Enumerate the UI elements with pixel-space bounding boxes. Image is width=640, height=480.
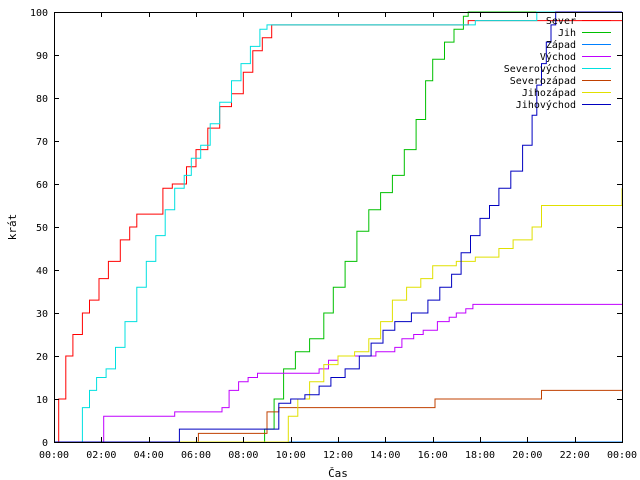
x-tick-label: 14:00 — [370, 450, 400, 461]
y-axis-title: krát — [6, 214, 19, 241]
y-tick-label: 20 — [36, 352, 48, 363]
legend-label: Severovýchod — [504, 63, 576, 75]
x-tick-label: 16:00 — [418, 450, 448, 461]
y-tick-label: 100 — [30, 8, 48, 19]
legend-label: Sever — [546, 16, 576, 27]
x-tick-label: 22:00 — [560, 450, 590, 461]
x-tick-label: 10:00 — [276, 450, 306, 461]
y-tick-label: 60 — [36, 180, 48, 191]
x-tick-label: 04:00 — [134, 450, 164, 461]
x-tick-label: 06:00 — [181, 450, 211, 461]
legend-label: Jih — [558, 28, 576, 39]
y-tick-label: 40 — [36, 266, 48, 277]
x-tick-label: 02:00 — [86, 450, 116, 461]
series-line-7 — [54, 11, 622, 443]
x-tick-label: 12:00 — [323, 450, 353, 461]
y-tick-label: 50 — [36, 223, 48, 234]
x-tick-label: 18:00 — [465, 450, 495, 461]
legend: SeverJihZápadVýchodSeverovýchodSeverozáp… — [504, 16, 611, 111]
x-tick-label: 20:00 — [512, 450, 542, 461]
x-axis-title: Čas — [328, 467, 348, 480]
legend-label: Východ — [540, 51, 576, 63]
series-line-6 — [54, 188, 623, 443]
legend-label: Jihovýchod — [516, 99, 576, 111]
series-line-0 — [54, 20, 622, 443]
y-tick-label: 30 — [36, 309, 48, 320]
axis-ticks: 00:00 02:00 04:00 06:00 08:00 10:00 12:00 14:00… — [30, 8, 637, 461]
x-tick-label: 08:00 — [228, 450, 258, 461]
y-tick-label: 0 — [42, 438, 48, 449]
legend-label: Severozápad — [510, 75, 576, 87]
legend-label: Západ — [546, 39, 576, 51]
y-tick-label: 80 — [36, 94, 48, 105]
series-line-4 — [54, 11, 622, 443]
x-tick-label: 00:00 — [607, 450, 637, 461]
y-tick-label: 70 — [36, 137, 48, 148]
legend-label: Jihozápad — [522, 87, 576, 99]
series-line-1 — [54, 11, 622, 443]
y-tick-label: 10 — [36, 395, 48, 406]
x-tick-label: 00:00 — [39, 450, 69, 461]
y-tick-label: 90 — [36, 51, 48, 62]
